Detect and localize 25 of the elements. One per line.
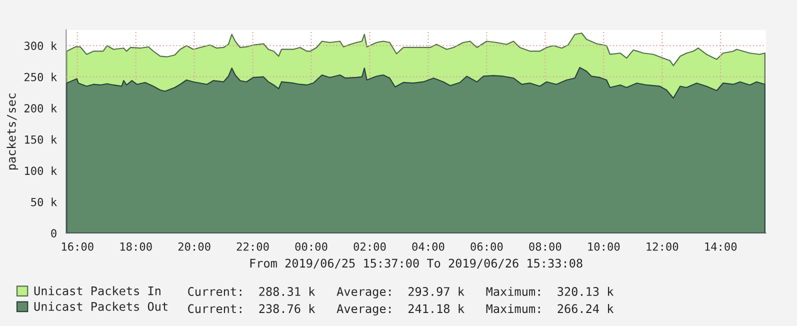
y-tick-label: 50 k xyxy=(31,198,57,206)
legend-label: Unicast Packets In xyxy=(34,286,160,296)
y-tick-label: 0 xyxy=(51,229,56,238)
x-tick-label: 12:00 xyxy=(646,242,678,251)
x-tick-label: 02:00 xyxy=(354,242,386,251)
x-axis-title: From 2019/06/25 15:37:00 To 2019/06/26 15:33:08 xyxy=(250,258,582,269)
x-tick-label: 08:00 xyxy=(529,242,562,251)
legend-label: Unicast Packets Out xyxy=(34,302,168,311)
x-tick-label: 16:00 xyxy=(62,242,94,251)
x-tick-label: 22:00 xyxy=(236,242,269,251)
y-tick-label: 150 k xyxy=(25,135,57,144)
x-tick-label: 18:00 xyxy=(120,242,152,251)
x-tick-label: 04:00 xyxy=(412,242,444,251)
text: Current: 238.76 k Average: 241.18 k Maximum: 266.24 k xyxy=(188,304,614,316)
y-tick-label: 250 k xyxy=(24,72,57,82)
y-tick-label: 200 k xyxy=(24,104,57,113)
x-tick-label: 00:00 xyxy=(295,242,328,251)
x-tick-label: 10:00 xyxy=(588,242,620,251)
x-tick-label: 14:00 xyxy=(705,242,737,251)
x-tick-label: 06:00 xyxy=(470,242,503,251)
y-axis-title: packets/sec xyxy=(6,93,18,170)
y-tick-label: 300 k xyxy=(24,41,57,50)
text: Current: 288.31 k Average: 293.97 k Maximum: 320.13 k xyxy=(188,286,614,298)
x-tick-label: 20:00 xyxy=(178,242,210,251)
y-tick-label: 100 k xyxy=(25,166,57,176)
